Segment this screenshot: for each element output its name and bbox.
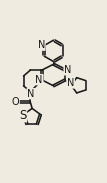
- Text: N: N: [67, 78, 74, 88]
- Text: N: N: [36, 75, 43, 85]
- Text: N: N: [64, 65, 71, 75]
- Text: S: S: [19, 109, 26, 122]
- Text: N: N: [38, 40, 45, 50]
- Text: N: N: [27, 89, 35, 99]
- Text: O: O: [11, 97, 19, 107]
